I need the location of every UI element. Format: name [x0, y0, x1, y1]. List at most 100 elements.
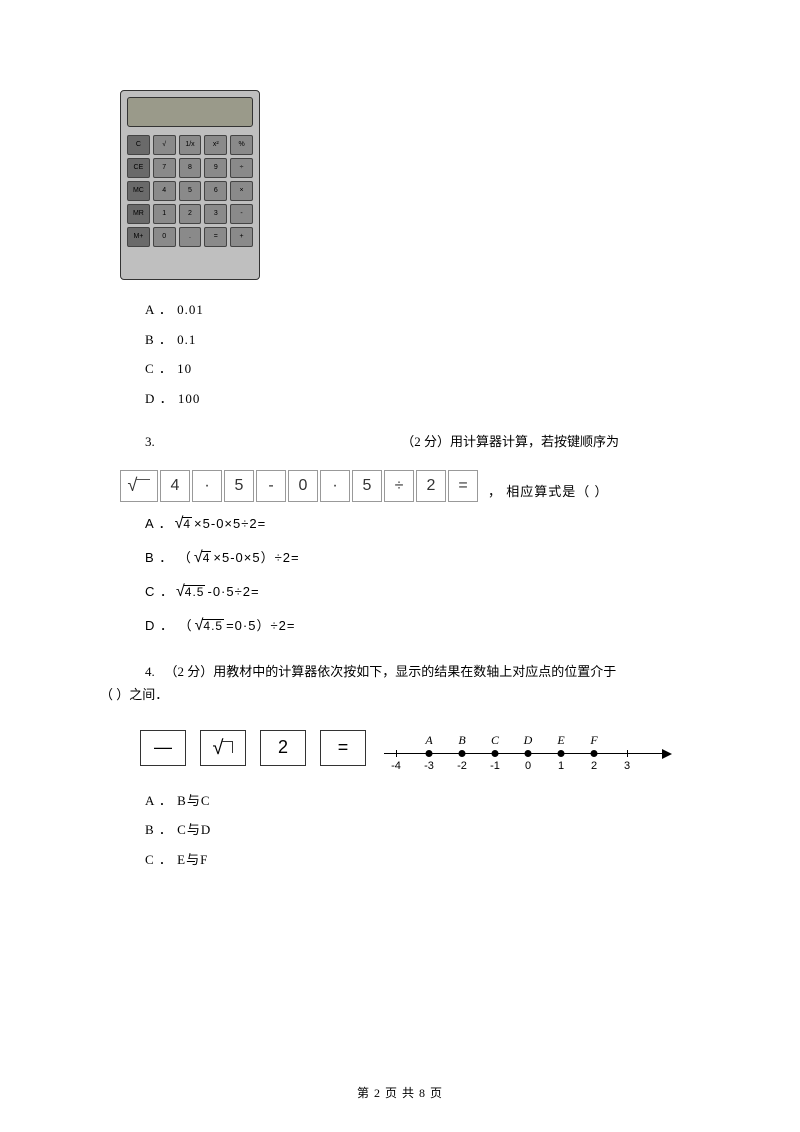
number-line-dot [492, 750, 499, 757]
q4-option-b: B ． C与D [145, 820, 700, 840]
calc-key: × [230, 181, 253, 201]
calc-key: - [230, 204, 253, 224]
number-line-number: -4 [391, 758, 401, 775]
key: 5 [352, 470, 382, 502]
number-line-letter: F [590, 731, 597, 749]
calc-key: M+ [127, 227, 150, 247]
number-line-number: 2 [591, 758, 597, 775]
calc-key: 1 [153, 204, 176, 224]
number-line-dot [426, 750, 433, 757]
q4-prompt-tail: （ ）之间． [100, 685, 700, 705]
q4-keys: — √ 2 = [140, 730, 366, 766]
key: 4 [160, 470, 190, 502]
number-line-letter: A [425, 731, 432, 749]
number-line-tick [396, 750, 397, 757]
calc-key: 9 [204, 158, 227, 178]
sqrt-icon: √4 [175, 512, 192, 536]
q2-option-a: A ． 0.01 [145, 300, 700, 320]
number-line-number: 1 [558, 758, 564, 775]
arrow-icon [662, 749, 672, 759]
number-line-number: -3 [424, 758, 434, 775]
opt-prefix: B ． （ [145, 548, 192, 568]
calc-key: C [127, 135, 150, 155]
q3-prompt-right: （2 分）用计算器计算，若按键顺序为 [401, 434, 619, 449]
q4-option-a: A ． B与C [145, 791, 700, 811]
key: - [256, 470, 286, 502]
q2-option-b: B ． 0.1 [145, 330, 700, 350]
calc-key: MC [127, 181, 150, 201]
key: · [192, 470, 222, 502]
q3-option-a: A ． √4 ×5‐0×5÷2= [145, 512, 700, 536]
q4-option-c: C ． E与F [145, 850, 700, 870]
calc-key: 2 [179, 204, 202, 224]
key: 5 [224, 470, 254, 502]
key: 0 [288, 470, 318, 502]
q3-option-d: D ． （ √4.5 =0·5）÷2= [145, 614, 700, 638]
calc-key: 4 [153, 181, 176, 201]
sqrt-icon: √4.5 [176, 580, 205, 604]
q3-key-sequence: 4 · 5 - 0 · 5 ÷ 2 = ， 相应算式是（ ） [120, 470, 700, 502]
q4-prompt: 4. （2 分）用教材中的计算器依次按如下，显示的结果在数轴上对应点的位置介于 [145, 662, 700, 682]
calculator-image: C√1/xx²% CE789÷ MC456× MR123- M+0.=+ [120, 90, 260, 280]
number-line: A -3 B -2 C -1 D 0 E 1 F 2 -4 3 [384, 723, 684, 773]
opt-rest: ×5‐0×5）÷2= [213, 548, 299, 568]
number-line-dot [459, 750, 466, 757]
calc-key: 5 [179, 181, 202, 201]
calc-key: 3 [204, 204, 227, 224]
calc-key: 0 [153, 227, 176, 247]
calc-key: ÷ [230, 158, 253, 178]
calc-key: . [179, 227, 202, 247]
q4-number: 4. [145, 664, 155, 679]
q2-option-d: D ． 100 [145, 389, 700, 409]
number-line-number: 0 [525, 758, 531, 775]
q3-option-c: C ． √4.5 ‐0·5÷2= [145, 580, 700, 604]
calc-key: % [230, 135, 253, 155]
number-line-letter: B [458, 731, 465, 749]
key-sqrt: √ [200, 730, 246, 766]
calc-key: 6 [204, 181, 227, 201]
number-line-tick [627, 750, 628, 757]
key-minus: — [140, 730, 186, 766]
number-line-number: -2 [457, 758, 467, 775]
calc-key: 8 [179, 158, 202, 178]
number-line-letter: E [557, 731, 564, 749]
key: ÷ [384, 470, 414, 502]
number-line-number: 3 [624, 758, 630, 775]
number-line-letter: C [491, 731, 499, 749]
key: 2 [416, 470, 446, 502]
key: · [320, 470, 350, 502]
calculator-display [127, 97, 253, 127]
calc-key: 1/x [179, 135, 202, 155]
opt-prefix: A ． [145, 514, 173, 534]
q3-prompt-row: 3. （2 分）用计算器计算，若按键顺序为 [145, 432, 700, 452]
opt-rest: ‐0·5÷2= [207, 582, 259, 602]
key-2: 2 [260, 730, 306, 766]
q3-tail: ， 相应算式是（ ） [488, 482, 609, 502]
calc-key: x² [204, 135, 227, 155]
opt-rest: ×5‐0×5÷2= [194, 514, 266, 534]
number-line-letter: D [524, 731, 533, 749]
opt-rest: =0·5）÷2= [226, 616, 295, 636]
page-footer: 第 2 页 共 8 页 [0, 1084, 800, 1102]
calc-key: 7 [153, 158, 176, 178]
q4-visual-row: — √ 2 = A -3 B -2 C -1 D 0 E 1 F 2 -4 3 [140, 723, 700, 773]
sqrt-icon: √4 [194, 546, 211, 570]
sqrt-icon: √4.5 [195, 614, 224, 638]
calc-key: CE [127, 158, 150, 178]
q4-prompt-text: （2 分）用教材中的计算器依次按如下，显示的结果在数轴上对应点的位置介于 [165, 664, 617, 679]
key-sqrt [120, 470, 158, 502]
calc-key: = [204, 227, 227, 247]
calc-key: + [230, 227, 253, 247]
opt-prefix: C ． [145, 582, 174, 602]
number-line-number: -1 [490, 758, 500, 775]
opt-prefix: D ． （ [145, 616, 193, 636]
key: = [448, 470, 478, 502]
q3-number: 3. [145, 434, 155, 449]
calc-key: √ [153, 135, 176, 155]
q2-option-c: C ． 10 [145, 359, 700, 379]
calc-key: MR [127, 204, 150, 224]
number-line-dot [525, 750, 532, 757]
number-line-dot [591, 750, 598, 757]
q3-option-b: B ． （ √4 ×5‐0×5）÷2= [145, 546, 700, 570]
key-equals: = [320, 730, 366, 766]
